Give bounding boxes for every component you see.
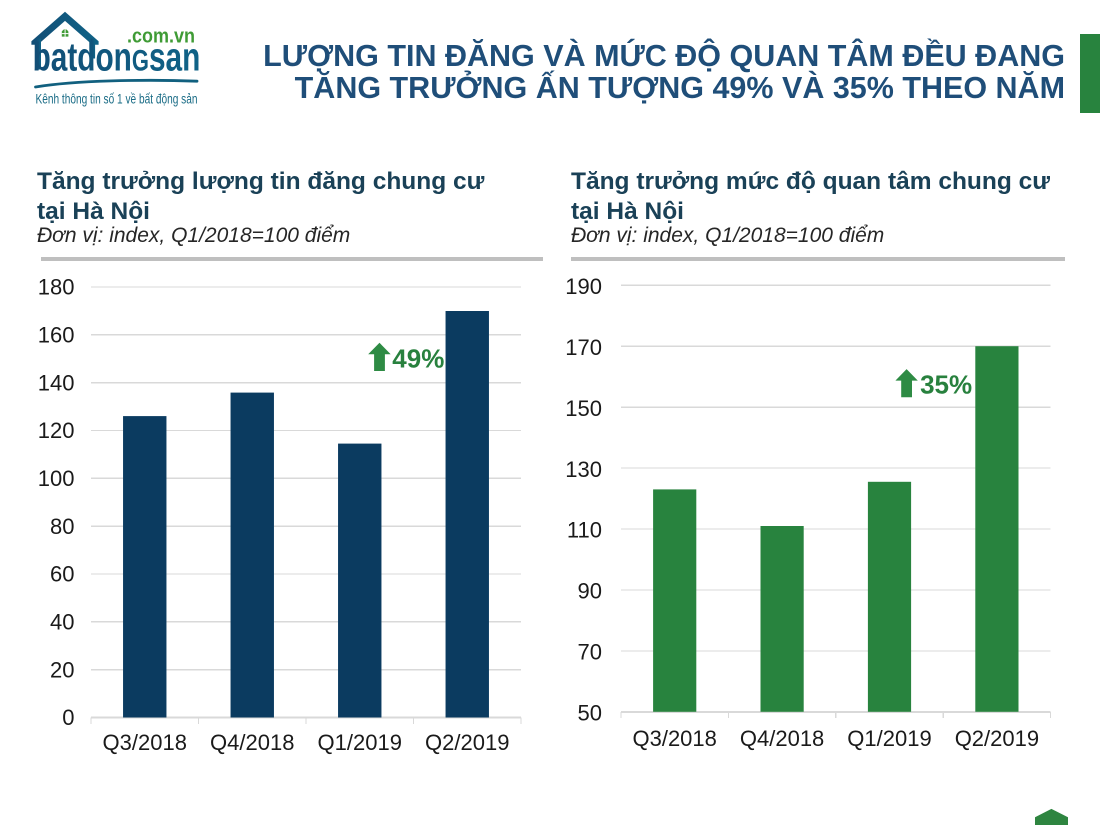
svg-text:130: 130 [565,457,602,482]
svg-text:Q1/2019: Q1/2019 [847,726,931,751]
svg-text:140: 140 [38,370,75,395]
svg-text:20: 20 [50,657,74,682]
svg-text:35%: 35% [920,370,972,400]
svg-text:80: 80 [50,514,74,539]
svg-text:Q1/2019: Q1/2019 [318,730,402,755]
svg-text:.com.vn: .com.vn [127,26,195,48]
svg-text:Q3/2018: Q3/2018 [103,730,187,755]
svg-text:Q2/2019: Q2/2019 [425,730,509,755]
svg-text:50: 50 [578,701,602,726]
svg-text:170: 170 [565,335,602,360]
svg-text:Q3/2018: Q3/2018 [632,726,716,751]
svg-text:batdonGsan: batdonGsan [33,35,201,79]
svg-text:110: 110 [567,518,602,543]
svg-text:90: 90 [578,579,602,604]
svg-text:100: 100 [38,466,75,491]
svg-text:190: 190 [565,274,602,299]
svg-text:Q4/2018: Q4/2018 [210,730,294,755]
svg-text:0: 0 [62,705,74,730]
svg-text:49%: 49% [392,343,444,373]
svg-text:Q4/2018: Q4/2018 [740,726,824,751]
svg-text:40: 40 [50,610,74,635]
svg-text:70: 70 [578,640,602,665]
svg-text:180: 180 [38,275,75,300]
svg-text:160: 160 [38,323,75,348]
svg-text:Kênh thông tin số 1 về bất độn: Kênh thông tin số 1 về bất động sản [36,91,198,107]
svg-text:Q2/2019: Q2/2019 [955,726,1039,751]
svg-text:60: 60 [50,562,74,587]
svg-text:150: 150 [565,396,602,421]
svg-text:120: 120 [38,418,75,443]
